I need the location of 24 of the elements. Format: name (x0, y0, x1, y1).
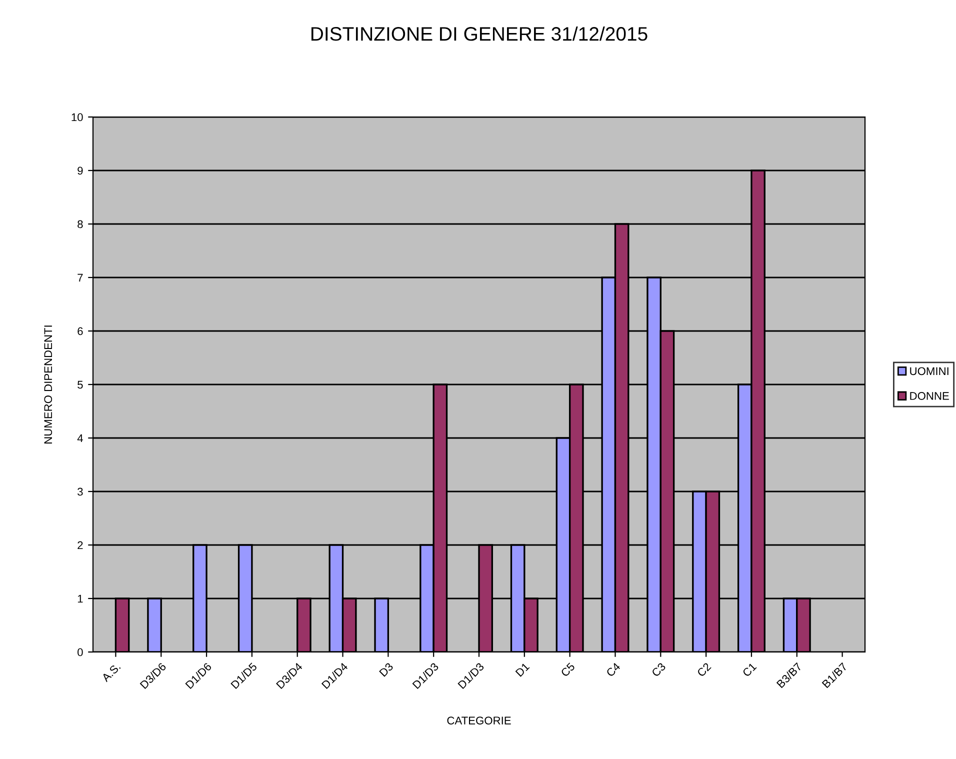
y-tick-label: 1 (78, 594, 83, 603)
legend-label: UOMINI (910, 367, 948, 376)
y-tick-label: 2 (78, 541, 83, 550)
y-axis-title: NUMERO DIPENDENTI (44, 326, 52, 444)
x-tick-label: D3 (378, 662, 394, 677)
y-tick-label: 0 (78, 648, 83, 656)
x-tick-label: C3 (651, 662, 666, 678)
legend-label: DONNE (910, 392, 949, 400)
x-tick-label: C4 (606, 662, 621, 678)
x-tick-label: C1 (742, 662, 757, 678)
x-tick-label: C5 (560, 662, 576, 678)
y-tick-label: 4 (77, 434, 83, 442)
x-tick-label: C2 (696, 662, 712, 678)
y-tick-label: 7 (78, 274, 83, 282)
y-tick-label: 10 (72, 113, 83, 122)
y-tick-label: 5 (78, 380, 83, 389)
y-tick-label: 8 (78, 220, 83, 228)
y-tick-label: 6 (78, 327, 83, 336)
x-tick-label: A.S. (101, 662, 121, 682)
chart-title: DISTINZIONE DI GENERE 31/12/2015 (311, 26, 648, 41)
y-tick-label: 9 (78, 166, 83, 175)
x-tick-label: D1 (515, 662, 530, 677)
x-axis-title: CATEGORIE (447, 716, 511, 724)
y-tick-label: 3 (78, 488, 83, 496)
